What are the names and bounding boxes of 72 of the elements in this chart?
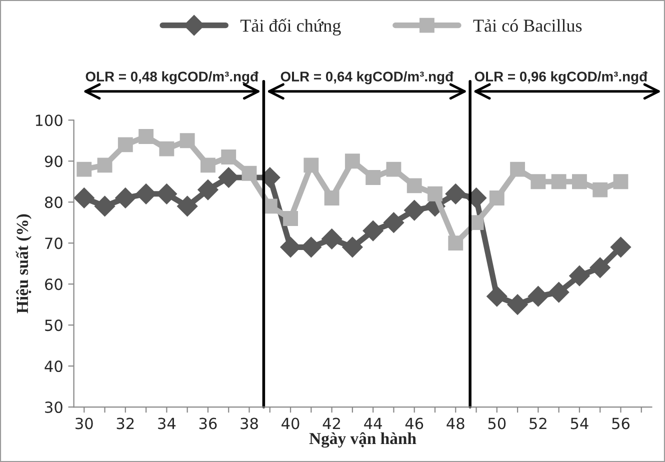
point: [406, 178, 422, 194]
point: [344, 154, 360, 169]
point: [242, 166, 257, 181]
point: [366, 170, 381, 185]
point: [138, 129, 154, 144]
x-tick-label: 52: [530, 418, 546, 430]
point: [94, 196, 116, 217]
x-tick-label: 30: [76, 418, 93, 430]
point: [304, 158, 319, 173]
point: [180, 133, 195, 148]
text: OLR = 0,96 kgCOD/m³.ngđ: [474, 71, 648, 84]
point: [159, 141, 174, 156]
y-tick-label: 50: [45, 320, 62, 332]
point: [610, 236, 632, 258]
text: OLR = 0,48 kgCOD/m³.ngđ: [86, 71, 258, 84]
x-tick-label: 50: [488, 418, 506, 430]
x-axis-title: Ngày vận hành: [309, 432, 416, 448]
point: [486, 286, 508, 307]
point: [321, 228, 342, 250]
y-tick-label: 90: [44, 156, 62, 168]
point: [569, 266, 590, 286]
point: [198, 179, 218, 200]
point: [590, 257, 610, 278]
point: [592, 182, 608, 198]
point: [489, 190, 504, 206]
point: [530, 174, 546, 190]
point: [74, 188, 94, 208]
point: [551, 174, 566, 190]
point: [572, 174, 587, 190]
point: [548, 282, 570, 303]
point: [383, 212, 404, 233]
y-axis-title: Hiệu suất (%): [16, 214, 32, 314]
point: [115, 188, 136, 208]
point: [507, 294, 528, 315]
point: [510, 162, 526, 177]
point: [613, 174, 628, 190]
point: [221, 150, 236, 164]
point: [342, 236, 363, 258]
x-tick-label: 40: [282, 418, 300, 430]
point: [76, 162, 92, 177]
y-tick-label: 80: [44, 196, 62, 208]
point: [448, 236, 464, 251]
point: [428, 186, 442, 202]
point: [200, 158, 216, 173]
point: [386, 162, 402, 177]
text: OLR = 0,64 kgCOD/m³.ngđ: [280, 71, 454, 84]
x-tick-label: 42: [322, 418, 340, 430]
y-tick-label: 100: [36, 114, 62, 126]
x-tick-label: 48: [446, 418, 464, 430]
point: [324, 190, 340, 206]
point: [528, 286, 549, 307]
legend-label: Tải có Bacillus: [473, 19, 582, 32]
point: [404, 200, 425, 221]
x-tick-label: 36: [199, 418, 217, 430]
x-tick-label: 44: [364, 418, 382, 430]
x-tick-label: 46: [405, 418, 424, 430]
y-tick-label: 60: [45, 278, 62, 290]
y-tick-label: 70: [45, 238, 62, 250]
x-tick-label: 32: [116, 418, 134, 430]
x-tick-label: 54: [570, 418, 588, 430]
x-tick-label: 34: [158, 418, 176, 430]
y-tick-label: 30: [45, 401, 62, 414]
point: [97, 158, 112, 173]
point: [176, 196, 198, 217]
y-tick-label: 40: [44, 360, 62, 372]
point: [118, 137, 133, 152]
point: [362, 220, 384, 242]
legend-label: Tải đối chứng: [240, 18, 341, 36]
point: [445, 184, 466, 204]
x-tick-label: 56: [612, 418, 630, 430]
x-tick-label: 38: [240, 418, 258, 430]
point: [283, 211, 298, 226]
